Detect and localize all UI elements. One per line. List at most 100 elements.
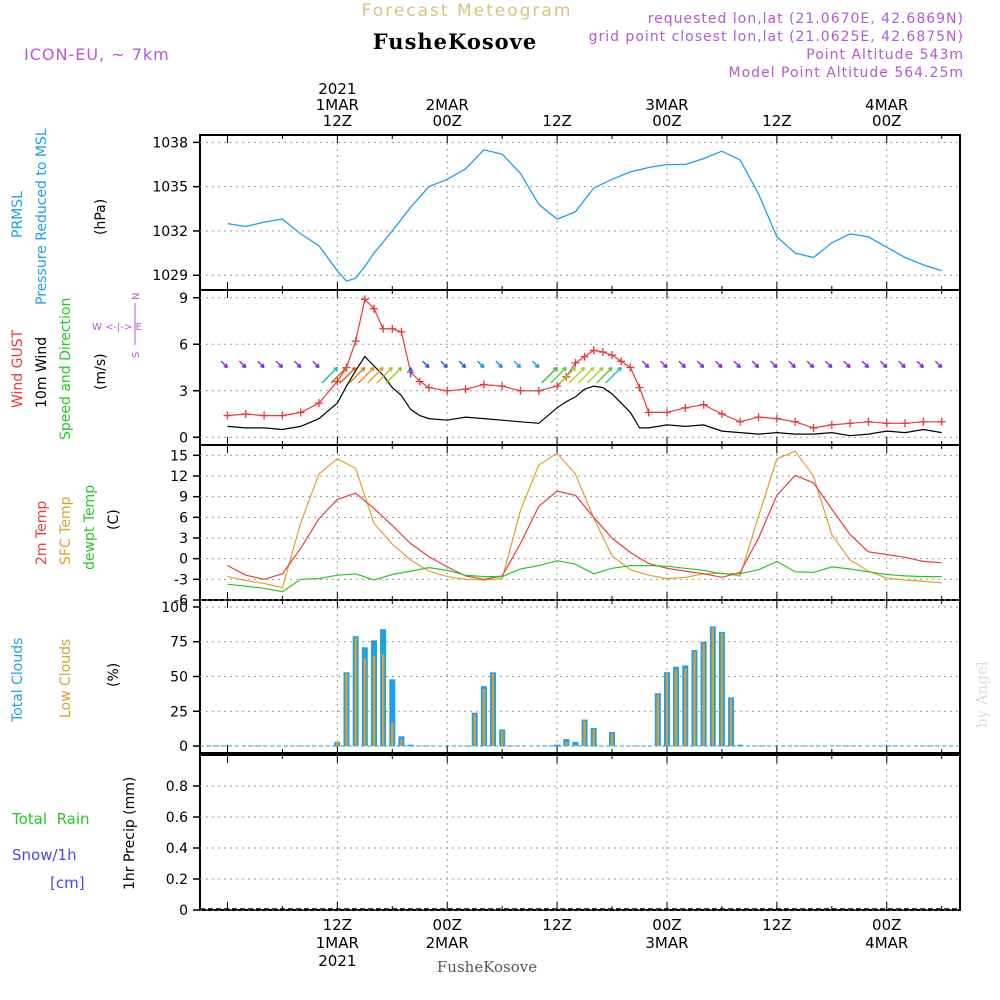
- wind-direction-arrow: [348, 366, 366, 384]
- wind-gust-marker: [553, 382, 562, 391]
- wind-gust-marker: [369, 304, 378, 313]
- wind-gust-marker: [571, 358, 580, 367]
- cloud-low-bar: [720, 633, 724, 747]
- wind-gust-marker: [635, 383, 644, 392]
- pressure-line: [227, 149, 942, 282]
- bottom-time-label: 3MAR: [645, 934, 688, 952]
- bottom-time-label: 2MAR: [426, 934, 469, 952]
- wind-arrow-shaft: [806, 360, 814, 368]
- wind-direction-arrow: [550, 366, 567, 384]
- cloud-low-bar: [336, 741, 339, 747]
- wind-arrow-head: [598, 366, 604, 372]
- wind-direction-arrow: [312, 360, 320, 369]
- wind-arrow-shaft: [339, 367, 357, 384]
- temp-panel-frame: [199, 444, 961, 601]
- y-tick-label: 1038: [152, 135, 188, 151]
- wind-arrow-head: [580, 366, 586, 372]
- wind-arrow-shaft: [843, 360, 851, 368]
- wind-direction-arrow: [440, 360, 448, 369]
- wind-arrow-head: [589, 366, 595, 372]
- y-tick-label: 6: [179, 337, 188, 353]
- wind-arrow-shaft: [898, 360, 906, 368]
- wind-arrow-head: [241, 363, 247, 369]
- cloud-total-bar: [407, 744, 414, 747]
- temp-dew-label: dewpt Temp: [82, 485, 98, 570]
- wind-arrow-shaft: [220, 360, 228, 368]
- wind-arrow-shaft: [238, 360, 247, 368]
- wind-arrow-head: [388, 366, 393, 372]
- wind-arrow-shaft: [605, 367, 622, 384]
- top-time-label: 2MAR: [426, 96, 469, 114]
- wind-arrow-head: [223, 363, 229, 369]
- wind-arrow-shaft: [513, 360, 521, 368]
- wind-arrow-head: [443, 363, 448, 369]
- grid-lines: [193, 135, 960, 911]
- wind-direction-arrow: [577, 366, 595, 384]
- wind-arrow-shaft: [541, 367, 558, 384]
- wind-arrow-head: [882, 363, 888, 369]
- station-title: FusheKosove: [373, 29, 537, 54]
- model-altitude: Model Point Altitude 564.25m: [729, 65, 964, 81]
- wind-direction-arrow: [879, 360, 888, 369]
- wind-direction-arrow: [596, 366, 613, 384]
- wind-gust-marker: [241, 410, 250, 418]
- wind-direction-arrow: [275, 360, 284, 369]
- wind-direction-arrow: [861, 360, 870, 369]
- wind-gust-marker: [864, 417, 873, 426]
- bottom-time-label: 12Z: [323, 916, 352, 934]
- wind-gust-marker: [772, 414, 781, 423]
- wind-direction-arrow: [806, 360, 815, 369]
- wind-gust-marker: [791, 417, 800, 426]
- pressure-label-prmsl: PRMSL: [10, 191, 26, 238]
- wind-gust-marker: [617, 357, 626, 366]
- bottom-time-label: 00Z: [433, 916, 462, 934]
- wind-gust-marker: [443, 386, 452, 395]
- top-time-label: 2021: [318, 80, 356, 98]
- y-tick-label: 25: [170, 704, 188, 720]
- wind-arrow-shaft: [696, 360, 705, 368]
- wind-arrow-head: [901, 363, 906, 369]
- wind-arrow-shaft: [824, 360, 833, 368]
- wind-unit: (m/s): [93, 353, 109, 390]
- wind-gust-marker: [882, 419, 891, 428]
- compass-south: S: [131, 352, 142, 358]
- wind-arrow-shaft: [348, 367, 366, 384]
- wind-arrow-head: [562, 366, 567, 372]
- wind-gust-marker: [333, 377, 342, 386]
- point-altitude: Point Altitude 543m: [806, 47, 964, 63]
- wind-gust-label: Wind GUST: [10, 329, 26, 408]
- wind-direction-arrow: [715, 360, 723, 369]
- wind-gust-marker: [479, 380, 488, 389]
- wind-10m-line: [227, 355, 942, 437]
- y-tick-label: -6: [174, 593, 188, 609]
- wind-gust-marker: [360, 295, 369, 304]
- y-tick-label: 0.8: [166, 779, 188, 795]
- wind-arrow-head: [809, 363, 815, 369]
- cloud-low-bar: [684, 668, 687, 747]
- pressure-label-msl: Pressure Reduced to MSL: [34, 128, 50, 305]
- top-time-label: 3MAR: [645, 96, 688, 114]
- wind-direction-arrow: [898, 360, 906, 369]
- cloud-low-bar: [574, 744, 577, 747]
- wind-direction-arrow: [357, 366, 375, 384]
- y-tick-label: 9: [179, 291, 188, 307]
- wind-direction-arrow: [495, 360, 503, 369]
- closest-coords: grid point closest lon,lat (21.0625E, 42…: [589, 29, 964, 45]
- cloud-low-bar: [381, 654, 385, 746]
- bottom-time-label: 12Z: [762, 916, 791, 934]
- cloud-low-bar: [354, 637, 357, 747]
- temp-sfc-label: SFC Temp: [58, 496, 74, 565]
- wind-direction-arrow: [641, 360, 650, 369]
- wind-gust-marker: [626, 363, 635, 372]
- wind-arrow-head: [772, 363, 778, 369]
- bottom-time-label: 4MAR: [865, 934, 908, 952]
- compass-we: W <-|-> E: [92, 322, 142, 333]
- wind-arrow-head: [617, 366, 622, 372]
- wind-arrow-shaft: [477, 360, 485, 368]
- wind-arrow-shaft: [422, 360, 430, 368]
- top-time-label: 00Z: [652, 112, 681, 130]
- wind-gust-marker: [415, 377, 424, 386]
- top-time-label: 12Z: [323, 112, 352, 130]
- wind-gust-marker: [424, 383, 433, 392]
